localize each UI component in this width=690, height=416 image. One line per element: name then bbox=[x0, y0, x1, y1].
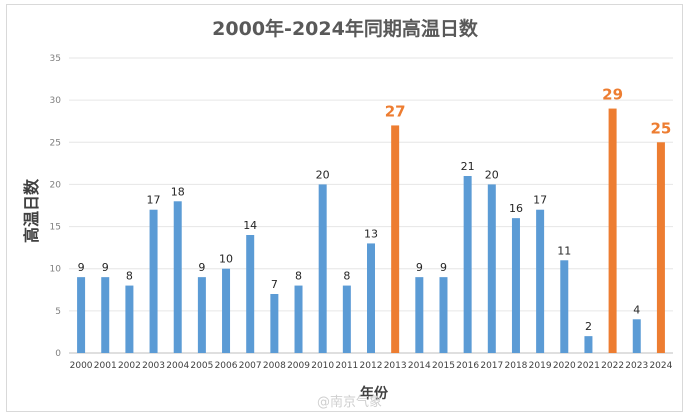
x-tick-label: 2019 bbox=[529, 361, 552, 371]
bar-2017 bbox=[487, 184, 496, 353]
bar-2019 bbox=[536, 209, 545, 353]
data-label-2004: 18 bbox=[171, 185, 185, 198]
data-label-2015: 9 bbox=[440, 261, 447, 274]
data-label-2019: 17 bbox=[533, 194, 547, 207]
x-tick-label: 2008 bbox=[263, 361, 286, 371]
x-tick-label: 2012 bbox=[360, 361, 383, 371]
y-tick-label: 15 bbox=[50, 223, 61, 233]
x-tick-label: 2010 bbox=[311, 361, 334, 371]
chart-svg: 2000年-2024年同期高温日数 0 5 10 15 20 25 30 35 9 9 8 17 18… bbox=[22, 17, 673, 410]
data-label-2009: 8 bbox=[295, 270, 302, 283]
data-label-2005: 9 bbox=[198, 261, 205, 274]
x-tick-label: 2007 bbox=[239, 361, 262, 371]
data-label-2003: 17 bbox=[147, 194, 161, 207]
y-tick-label: 0 bbox=[55, 349, 61, 359]
bar-2001 bbox=[101, 277, 110, 353]
bar-2006 bbox=[222, 268, 231, 353]
x-tick-label: 2004 bbox=[166, 361, 189, 371]
bar-2011 bbox=[342, 285, 351, 353]
data-label-2006: 10 bbox=[219, 253, 233, 266]
data-label-2013: 27 bbox=[385, 102, 406, 120]
y-tick-label: 10 bbox=[50, 265, 62, 275]
y-tick-label: 20 bbox=[50, 180, 62, 190]
data-label-2012: 13 bbox=[364, 227, 378, 240]
bar-2002 bbox=[125, 285, 134, 353]
data-label-2016: 21 bbox=[461, 160, 475, 173]
y-tick-label: 30 bbox=[50, 96, 62, 106]
chart-frame: 2000年-2024年同期高温日数 0 5 10 15 20 25 30 35 9 9 8 17 18… bbox=[6, 4, 683, 412]
x-tick-label: 2020 bbox=[553, 361, 576, 371]
data-label-2010: 20 bbox=[316, 168, 330, 181]
y-tick-label: 5 bbox=[55, 307, 61, 317]
bar-2015 bbox=[439, 277, 448, 353]
bar-2024 bbox=[656, 142, 665, 353]
data-label-2000: 9 bbox=[78, 261, 85, 274]
data-label-2014: 9 bbox=[416, 261, 423, 274]
x-tick-label: 2022 bbox=[601, 361, 624, 371]
bar-2009 bbox=[294, 285, 303, 353]
data-label-2024: 25 bbox=[650, 119, 671, 137]
data-label-2018: 16 bbox=[509, 202, 523, 215]
bar-2014 bbox=[415, 277, 424, 353]
x-tick-label: 2016 bbox=[456, 361, 479, 371]
x-axis-title: 年份 bbox=[360, 385, 389, 402]
x-tick-label: 2001 bbox=[94, 361, 117, 371]
x-tick-label: 2011 bbox=[335, 361, 358, 371]
data-label-2007: 14 bbox=[243, 219, 257, 232]
x-tick-label: 2014 bbox=[408, 361, 431, 371]
bar-2022 bbox=[608, 108, 617, 353]
x-tick-label: 2013 bbox=[384, 361, 407, 371]
bar-2003 bbox=[149, 209, 158, 353]
x-tick-label: 2000 bbox=[70, 361, 93, 371]
data-label-2008: 7 bbox=[271, 278, 278, 291]
chart-title: 2000年-2024年同期高温日数 bbox=[212, 17, 479, 40]
bar-2007 bbox=[246, 235, 255, 353]
x-tick-label: 2005 bbox=[190, 361, 213, 371]
data-label-2022: 29 bbox=[602, 86, 623, 104]
bar-2021 bbox=[584, 336, 593, 353]
watermark-text: @南京气象 bbox=[317, 394, 382, 410]
x-tick-label: 2021 bbox=[577, 361, 600, 371]
y-axis-ticks: 0 5 10 15 20 25 30 35 bbox=[50, 54, 62, 359]
bar-2018 bbox=[511, 218, 520, 353]
data-label-2011: 8 bbox=[343, 270, 350, 283]
bars bbox=[77, 108, 665, 353]
gridlines bbox=[69, 57, 673, 312]
bar-2020 bbox=[560, 260, 569, 353]
y-tick-label: 25 bbox=[50, 138, 61, 148]
x-tick-label: 2003 bbox=[142, 361, 165, 371]
x-tick-label: 2015 bbox=[432, 361, 455, 371]
bar-2005 bbox=[197, 277, 206, 353]
data-label-2017: 20 bbox=[485, 168, 499, 181]
x-tick-label: 2018 bbox=[505, 361, 528, 371]
data-label-2023: 4 bbox=[633, 303, 640, 316]
bar-2004 bbox=[173, 201, 182, 353]
x-tick-label: 2009 bbox=[287, 361, 310, 371]
bar-2013 bbox=[391, 125, 400, 353]
x-tick-label: 2002 bbox=[118, 361, 141, 371]
x-axis-ticks: 2000 2001 2002 2003 2004 2005 2006 2007 2008 2009… bbox=[70, 361, 673, 371]
bar-2012 bbox=[367, 243, 375, 353]
y-axis-title: 高温日数 bbox=[22, 178, 41, 243]
bar-2016 bbox=[463, 176, 472, 353]
data-label-2020: 11 bbox=[557, 244, 571, 257]
data-labels: 9 9 8 17 18 9 10 14 7 8 20 8 13 27 9 9 21 20 16 17 11 2 29 4 25 bbox=[78, 86, 672, 334]
x-tick-label: 2017 bbox=[480, 361, 503, 371]
bar-2008 bbox=[270, 294, 279, 353]
bar-2010 bbox=[318, 184, 327, 353]
data-label-2021: 2 bbox=[585, 320, 592, 333]
data-label-2002: 8 bbox=[126, 270, 133, 283]
bar-2023 bbox=[632, 319, 641, 353]
y-tick-label: 35 bbox=[50, 54, 61, 64]
x-tick-label: 2024 bbox=[649, 361, 672, 371]
data-label-2001: 9 bbox=[102, 261, 109, 274]
bar-2000 bbox=[77, 277, 86, 353]
x-tick-label: 2023 bbox=[625, 361, 648, 371]
x-tick-label: 2006 bbox=[215, 361, 238, 371]
